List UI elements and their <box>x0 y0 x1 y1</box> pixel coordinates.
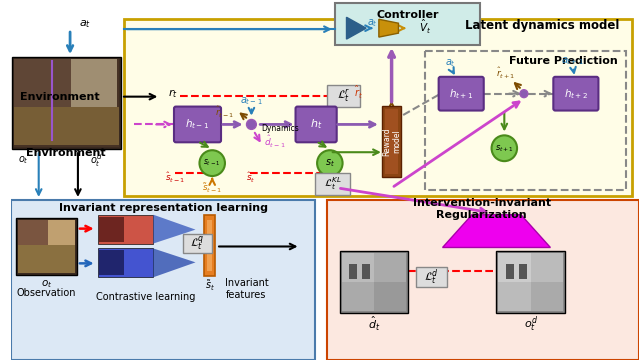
Text: $a_{t-1}$: $a_{t-1}$ <box>240 95 263 106</box>
Text: $\mathcal{L}_t^{KL}$: $\mathcal{L}_t^{KL}$ <box>324 175 342 192</box>
Polygon shape <box>443 215 550 248</box>
Bar <box>362 264 370 279</box>
Bar <box>99 217 124 242</box>
Text: $\hat{V}_t$: $\hat{V}_t$ <box>419 18 431 36</box>
FancyBboxPatch shape <box>425 51 626 190</box>
Text: Controller: Controller <box>376 10 438 20</box>
Circle shape <box>492 135 517 161</box>
Text: $\hat{s}_t$: $\hat{s}_t$ <box>246 171 255 185</box>
Bar <box>327 200 639 360</box>
Bar <box>499 253 563 311</box>
Bar <box>531 282 563 311</box>
Polygon shape <box>346 17 366 39</box>
Circle shape <box>200 150 225 176</box>
Text: $a_t$: $a_t$ <box>367 17 378 29</box>
Text: $s_{t-1}$: $s_{t-1}$ <box>204 158 221 168</box>
Bar <box>499 253 531 282</box>
Bar <box>382 105 401 177</box>
Text: $\hat{r}_{t-1}$: $\hat{r}_{t-1}$ <box>215 105 235 120</box>
Text: $\mathcal{L}_t^r$: $\mathcal{L}_t^r$ <box>337 87 350 104</box>
Bar <box>183 234 212 253</box>
Text: $o_t^d$: $o_t^d$ <box>524 314 538 334</box>
Text: Environment: Environment <box>20 92 99 102</box>
Text: Invariant
features: Invariant features <box>225 278 268 300</box>
Text: $\tilde{s}_{t-1}$: $\tilde{s}_{t-1}$ <box>202 181 223 195</box>
Text: $h_{t+2}$: $h_{t+2}$ <box>564 87 588 101</box>
Bar <box>416 268 447 287</box>
Text: $h_{t+1}$: $h_{t+1}$ <box>449 87 474 101</box>
Bar <box>14 59 71 106</box>
Bar <box>506 264 514 279</box>
Text: Future Prediction: Future Prediction <box>509 56 618 66</box>
Text: $\hat{d}_t$: $\hat{d}_t$ <box>368 315 380 333</box>
Bar <box>315 173 351 195</box>
Bar <box>327 85 360 106</box>
Bar <box>16 218 77 275</box>
Bar <box>335 3 480 45</box>
Text: $\hat{s}_{t-1}$: $\hat{s}_{t-1}$ <box>164 171 185 185</box>
Text: $\hat{r}_{t+1}$: $\hat{r}_{t+1}$ <box>495 66 515 81</box>
Circle shape <box>520 90 528 97</box>
Text: $\hat{r}_t$: $\hat{r}_t$ <box>355 84 364 101</box>
Bar <box>349 264 357 279</box>
Bar <box>12 200 315 360</box>
Bar <box>12 57 121 149</box>
Bar <box>97 248 154 277</box>
Text: Contrastive learning: Contrastive learning <box>96 292 195 302</box>
Text: $\mathcal{L}_t^d$: $\mathcal{L}_t^d$ <box>424 268 439 287</box>
Bar <box>519 264 527 279</box>
Text: Observation: Observation <box>17 288 76 298</box>
Text: $\tilde{s}_t$: $\tilde{s}_t$ <box>205 278 215 292</box>
Text: $h_{t-1}$: $h_{t-1}$ <box>186 118 210 131</box>
Text: $\mathcal{L}_t^q$: $\mathcal{L}_t^q$ <box>190 234 205 253</box>
Bar <box>374 282 406 311</box>
Bar <box>18 220 75 273</box>
Bar <box>342 253 406 311</box>
Text: Latent dynamics model: Latent dynamics model <box>465 19 619 32</box>
Polygon shape <box>154 248 196 277</box>
Text: Environment: Environment <box>26 148 106 158</box>
Text: $o_t^d$: $o_t^d$ <box>90 152 102 169</box>
Bar <box>18 220 47 245</box>
Text: $s_t$: $s_t$ <box>325 157 335 169</box>
Bar <box>99 251 124 275</box>
Bar <box>340 252 408 313</box>
Bar <box>204 215 215 276</box>
Text: $a_t$: $a_t$ <box>79 18 91 30</box>
FancyBboxPatch shape <box>296 106 337 142</box>
Text: $\hat{d}_{t-1}$: $\hat{d}_{t-1}$ <box>264 134 285 151</box>
Bar <box>18 245 75 273</box>
Bar <box>47 220 75 245</box>
Bar <box>14 59 119 147</box>
Polygon shape <box>379 19 399 37</box>
Text: Dynamics: Dynamics <box>261 124 299 133</box>
Bar <box>342 253 374 282</box>
Bar <box>97 215 154 244</box>
FancyBboxPatch shape <box>438 77 484 110</box>
Bar <box>14 106 119 145</box>
FancyBboxPatch shape <box>554 77 598 110</box>
Bar <box>385 109 399 174</box>
Text: $r_t$: $r_t$ <box>168 87 178 100</box>
Text: $a_{t+1}$: $a_{t+1}$ <box>561 55 583 67</box>
Text: $s_{t+1}$: $s_{t+1}$ <box>495 143 514 153</box>
Polygon shape <box>154 215 196 244</box>
Bar <box>71 59 117 106</box>
Text: $o_t$: $o_t$ <box>41 278 52 290</box>
Bar <box>207 220 212 271</box>
Text: Reward
model: Reward model <box>382 127 401 156</box>
Text: $o_t$: $o_t$ <box>18 154 29 166</box>
Text: $h_t$: $h_t$ <box>310 118 323 131</box>
FancyBboxPatch shape <box>174 106 221 142</box>
Bar <box>124 19 632 196</box>
Text: $a_t$: $a_t$ <box>445 57 456 69</box>
Text: Intervention-invariant
Regularization: Intervention-invariant Regularization <box>413 198 551 219</box>
Circle shape <box>317 150 342 176</box>
Text: Invariant representation learning: Invariant representation learning <box>59 203 268 213</box>
Bar <box>497 252 565 313</box>
Circle shape <box>246 119 257 129</box>
Bar <box>14 59 119 147</box>
